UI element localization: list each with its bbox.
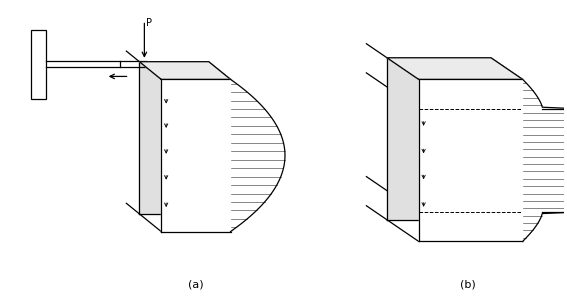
Polygon shape — [139, 62, 209, 214]
Polygon shape — [139, 62, 231, 79]
Polygon shape — [418, 79, 523, 241]
Text: (b): (b) — [460, 280, 476, 290]
Text: (a): (a) — [188, 280, 204, 290]
Polygon shape — [161, 79, 231, 232]
Text: P: P — [146, 18, 153, 28]
Polygon shape — [231, 79, 285, 232]
Polygon shape — [387, 58, 491, 220]
Polygon shape — [387, 58, 523, 79]
Bar — [31, 30, 46, 99]
Polygon shape — [523, 79, 567, 241]
